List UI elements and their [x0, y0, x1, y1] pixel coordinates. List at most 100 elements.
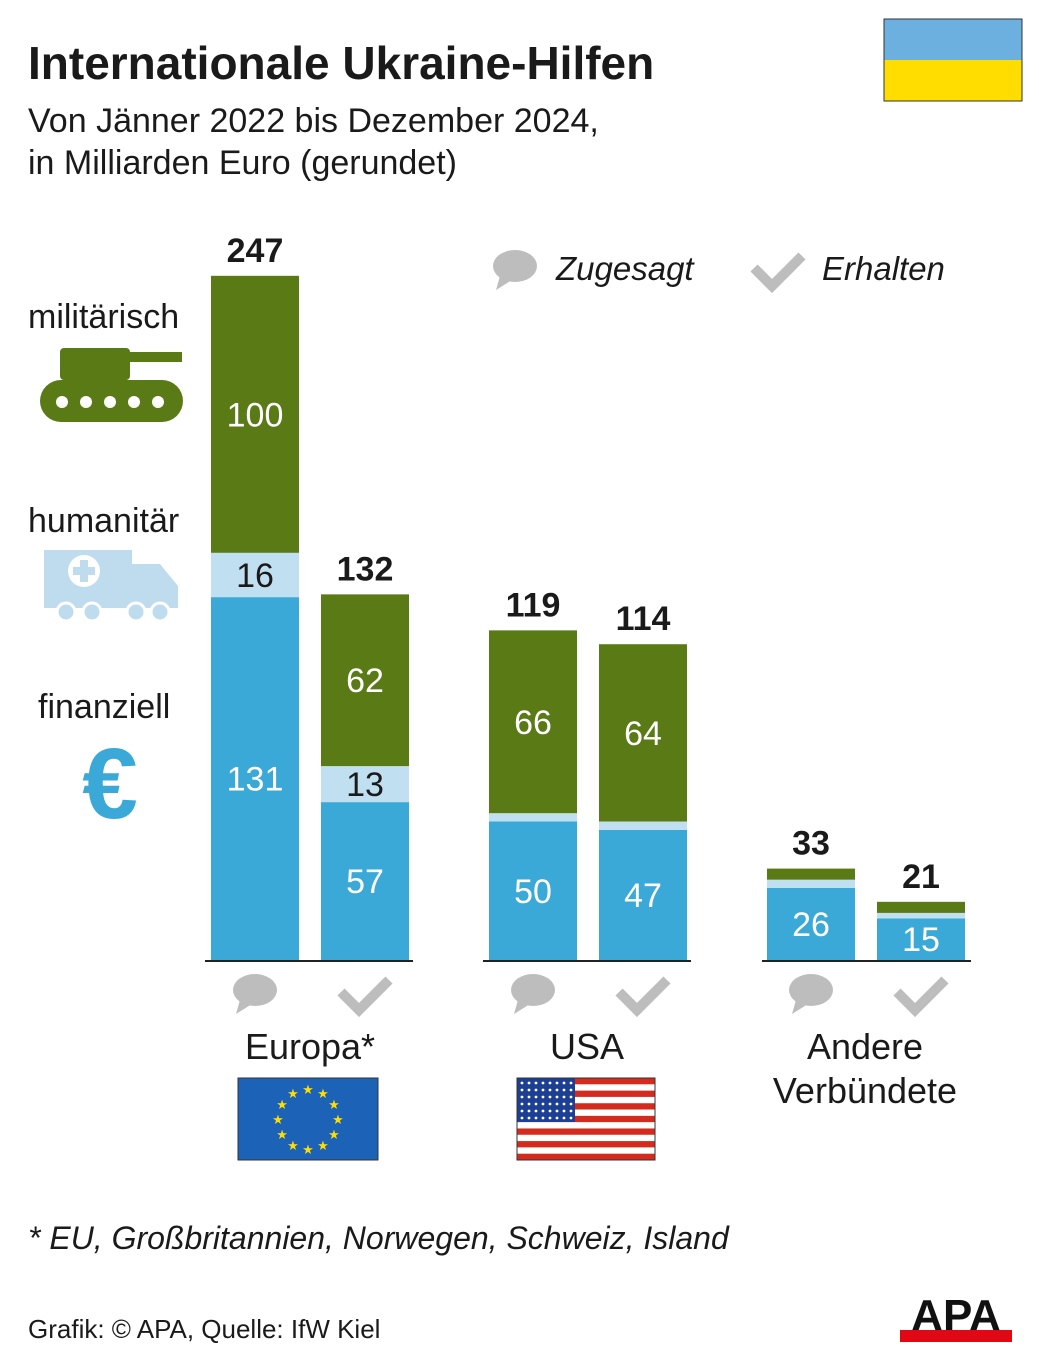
- eu-star: ★: [287, 1086, 299, 1101]
- bubble-tail: [514, 1000, 530, 1014]
- us-star: [562, 1095, 566, 1099]
- us-stripe: [517, 1096, 655, 1104]
- us-stripe: [517, 1109, 655, 1117]
- us-star: [527, 1102, 531, 1106]
- group-label-usa: USA: [549, 1026, 625, 1067]
- group-label-europa: Europa*: [244, 1026, 376, 1067]
- us-flag-border: [516, 1077, 656, 1161]
- us-star: [562, 1116, 566, 1120]
- checkmark-icon: [893, 976, 949, 1018]
- bar-segment-military: [489, 630, 577, 814]
- bar-segment-military: [877, 901, 965, 913]
- bar-value-label: 66: [514, 704, 552, 742]
- us-stripe: [517, 1147, 655, 1154]
- eu-star: ★: [272, 1112, 284, 1127]
- legend-military: militärisch: [28, 298, 180, 336]
- eu-star: ★: [287, 1138, 299, 1153]
- us-star: [555, 1088, 559, 1092]
- us-star: [534, 1109, 538, 1113]
- us-star: [562, 1109, 566, 1113]
- speech-bubble-icon: [233, 974, 277, 1014]
- us-star: [541, 1081, 545, 1085]
- legend-financial: finanziell: [38, 688, 171, 726]
- bar-segment-financial: [767, 887, 855, 960]
- us-star: [569, 1116, 573, 1120]
- bar-segment-humanitarian: [489, 813, 577, 822]
- us-stripe: [517, 1153, 655, 1161]
- page-title: Internationale Ukraine-Hilfen: [28, 37, 655, 89]
- bar-total-label: 247: [227, 232, 284, 270]
- us-stripe: [517, 1115, 655, 1123]
- group-label-andere: Verbündete: [772, 1070, 958, 1111]
- us-star: [534, 1088, 538, 1092]
- us-star: [534, 1095, 538, 1099]
- us-stripe: [517, 1078, 655, 1085]
- eu-star: ★: [317, 1138, 329, 1153]
- us-star: [562, 1102, 566, 1106]
- bubble: [233, 974, 277, 1006]
- subtitle: in Milliarden Euro (gerundet): [28, 144, 457, 182]
- us-star: [527, 1095, 531, 1099]
- bar-segment-military: [599, 644, 687, 822]
- us-stripe: [517, 1103, 655, 1110]
- us-stripe: [517, 1141, 655, 1148]
- source: Grafik: © APA, Quelle: IfW Kiel: [28, 1314, 381, 1344]
- bar-segment-humanitarian: [877, 912, 965, 919]
- eu-star: ★: [328, 1127, 340, 1142]
- bar-value-label: 64: [624, 715, 662, 753]
- us-star: [548, 1102, 552, 1106]
- us-star: [569, 1109, 573, 1113]
- bar-value-label: 15: [902, 921, 940, 959]
- eu-star: ★: [276, 1097, 288, 1112]
- bar-total-label: 114: [616, 600, 671, 638]
- us-stripe: [517, 1090, 655, 1098]
- speech-bubble-icon: [511, 974, 555, 1014]
- legend-pledged: Zugesagt: [556, 250, 694, 287]
- bar-segment-financial: [489, 821, 577, 960]
- us-star: [569, 1088, 573, 1092]
- checkmark-icon: [337, 976, 393, 1018]
- bar-value-label: 100: [227, 396, 284, 434]
- bar-value-label: 50: [514, 873, 552, 911]
- us-star: [541, 1116, 545, 1120]
- eu-flag: ★ ★★★★★★★★★★★: [237, 1077, 379, 1161]
- us-star: [520, 1109, 524, 1113]
- ambulance-truck-icon: [44, 550, 178, 623]
- legend-humanitarian: humanitär: [28, 502, 180, 540]
- bar-segment-humanitarian: [321, 766, 409, 803]
- us-star: [534, 1102, 538, 1106]
- bar-total-label: 132: [337, 550, 394, 588]
- bar-value-label: 26: [792, 906, 830, 944]
- eu-star: ★: [302, 1082, 314, 1097]
- us-star: [541, 1102, 545, 1106]
- bubble: [511, 974, 555, 1006]
- us-star: [555, 1116, 559, 1120]
- us-star: [562, 1088, 566, 1092]
- group-label-andere: Andere: [806, 1026, 924, 1067]
- us-star: [534, 1081, 538, 1085]
- eu-star: ★: [328, 1097, 340, 1112]
- bar-value-label: 131: [227, 761, 284, 799]
- bar-segment-military: [321, 594, 409, 767]
- bubble-tail: [792, 1000, 808, 1014]
- us-star: [548, 1081, 552, 1085]
- us-star: [548, 1116, 552, 1120]
- bar-segment-financial: [599, 829, 687, 960]
- eu-star: ★: [317, 1086, 329, 1101]
- eu-star: ★: [276, 1127, 288, 1142]
- us-star: [527, 1088, 531, 1092]
- us-star: [520, 1088, 524, 1092]
- checkmark-icon: [615, 976, 671, 1018]
- us-star: [555, 1095, 559, 1099]
- bar-value-label: 16: [236, 557, 274, 595]
- us-star: [548, 1088, 552, 1092]
- bar-segment-humanitarian: [599, 821, 687, 830]
- checkmark-icon: [750, 252, 806, 294]
- eu-star: ★: [332, 1112, 344, 1127]
- tank-icon: [40, 348, 183, 422]
- flag-border: [883, 18, 1023, 102]
- us-star: [555, 1109, 559, 1113]
- us-star: [534, 1116, 538, 1120]
